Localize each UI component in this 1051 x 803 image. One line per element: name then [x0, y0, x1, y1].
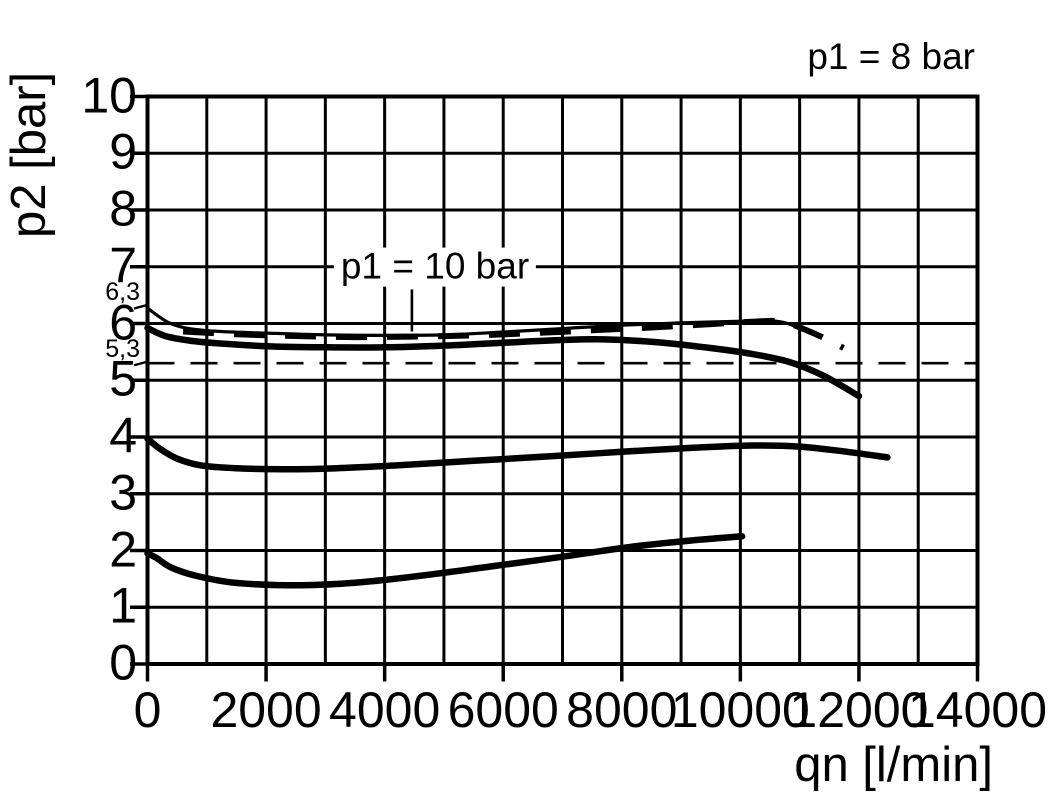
y-tick-label: 2	[109, 521, 137, 578]
y-tick-label: 3	[109, 464, 137, 521]
x-tick-label: 10000	[670, 682, 810, 738]
x-tick-label: 0	[133, 682, 162, 738]
y-tick-label: 8	[109, 180, 137, 237]
chart-title: p1 = 8 bar	[807, 36, 975, 77]
x-tick-label: 8000	[566, 682, 678, 738]
x-tick-label: 4000	[329, 682, 441, 738]
y-axis-extra-tick	[133, 303, 150, 310]
x-tick-label: 2000	[210, 682, 322, 738]
y-extra-mark-label: 6,3	[105, 278, 140, 307]
annotation-p1-10bar: p1 = 10 bar	[333, 246, 537, 287]
curve-thick-upper-setpoint-6	[144, 324, 863, 400]
y-tick-label: 6	[109, 294, 137, 351]
y-tick-label: 5	[109, 350, 137, 407]
y-tick-label: 0	[109, 634, 137, 691]
x-axis-label: qn [l/min]	[794, 738, 993, 792]
x-tick-label: 14000	[907, 682, 1048, 738]
y-tick-label: 1	[109, 577, 137, 634]
curve-dashed-p1-10bar	[182, 317, 845, 351]
y-tick-label: 4	[109, 407, 137, 464]
curve-thick-lower-setpoint-2	[144, 533, 746, 589]
curve-thick-middle-setpoint-4	[144, 435, 891, 473]
y-tick-label: 10	[81, 67, 137, 124]
y-tick-label: 9	[109, 123, 137, 180]
y-axis-extra-tick	[133, 360, 150, 367]
y-tick-label: 7	[109, 237, 137, 294]
x-tick-label: 6000	[447, 682, 559, 738]
x-tick-label: 12000	[789, 682, 929, 738]
y-extra-mark-label: 5,3	[105, 335, 140, 364]
